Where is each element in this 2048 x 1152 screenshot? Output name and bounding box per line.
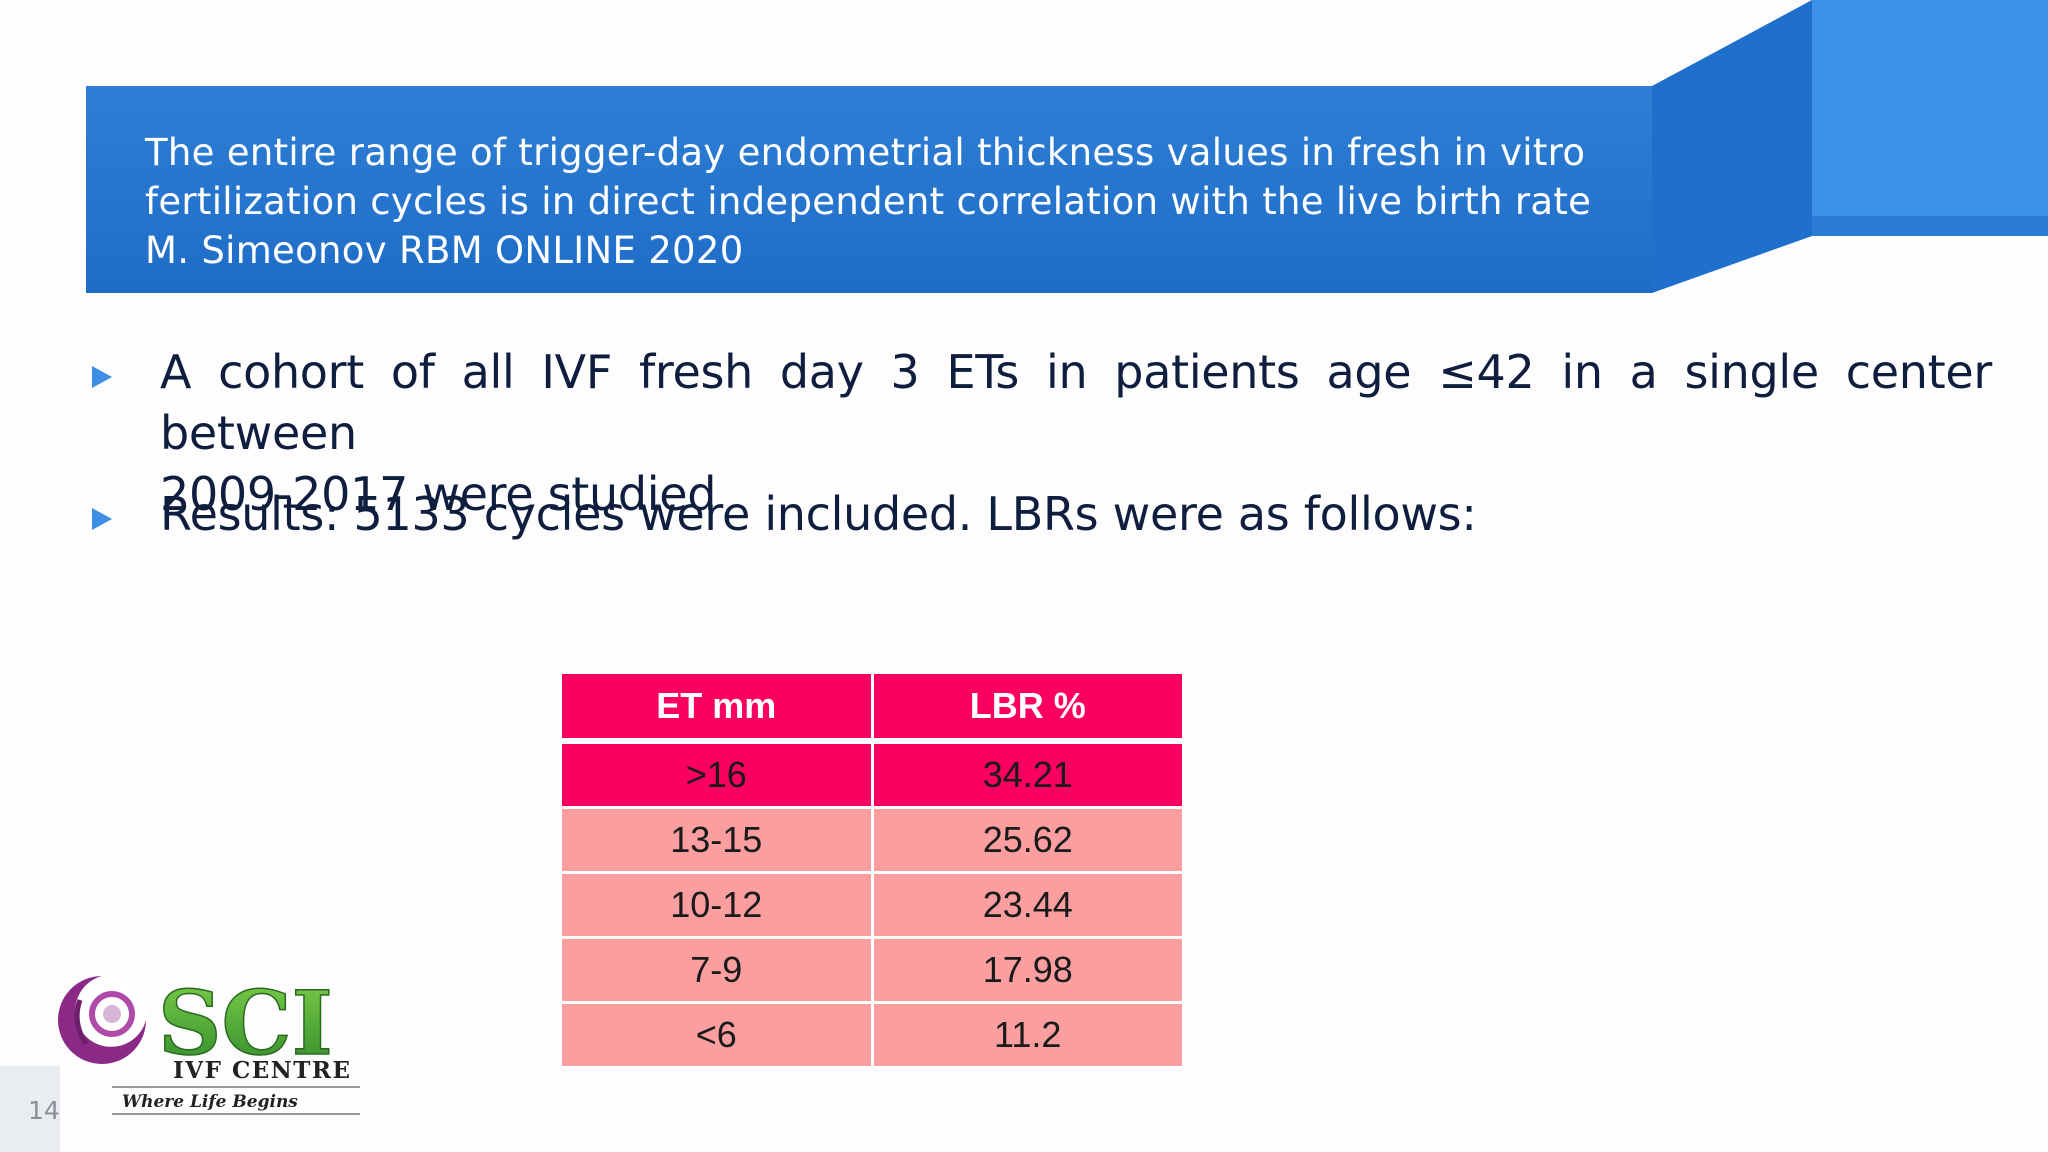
header-et-mm: ET mm [559,671,874,743]
cell-lbr: 17.98 [870,936,1185,1004]
header-lbr-percent: LBR % [870,671,1185,743]
slide-number-box: 14 [0,1066,60,1152]
cell-et: 7-9 [559,936,874,1004]
slide-number: 14 [28,1096,60,1125]
bullet-text-1: A cohort of all IVF fresh day 3 ETs in p… [160,345,1992,521]
table-header-row: ET mm LBR % [559,671,1185,743]
title-line-3: M. Simeonov RBM ONLINE 2020 [145,229,744,272]
logo-tagline: Where Life Begins [122,1092,298,1112]
table-row: >16 34.21 [559,738,1185,809]
table-row: 10-12 23.44 [559,871,1185,939]
cell-et: 10-12 [559,871,874,939]
cell-lbr: 34.21 [870,738,1185,809]
cell-lbr: 23.44 [870,871,1185,939]
bullet-text-2: Results: 5133 cycles were included. LBRs… [160,487,1477,541]
title-line-1: The entire range of trigger-day endometr… [145,131,1586,174]
table-row: 7-9 17.98 [559,936,1185,1004]
sci-ivf-logo: SCI IVF CENTRE Where Life Begins [56,970,360,1115]
cell-et: >16 [559,738,874,809]
logo-wordmark: SCI [158,971,333,1075]
logo-subtitle: IVF CENTRE [173,1057,352,1084]
bullet-arrow-icon [92,508,112,530]
slide-title: The entire range of trigger-day endometr… [145,128,1665,275]
cell-et: 13-15 [559,806,874,874]
cell-lbr: 11.2 [870,1001,1185,1069]
cell-lbr: 25.62 [870,806,1185,874]
table-row: <6 11.2 [559,1001,1185,1069]
title-band [86,86,1652,293]
lbr-table: ET mm LBR % >16 34.21 13-15 25.62 10-12 … [559,671,1185,1069]
table-row: 13-15 25.62 [559,806,1185,874]
bullet-arrow-icon [92,366,112,388]
cell-et: <6 [559,1001,874,1069]
title-line-2: fertilization cycles is in direct indepe… [145,180,1592,223]
mother-child-emblem-icon [56,974,148,1066]
